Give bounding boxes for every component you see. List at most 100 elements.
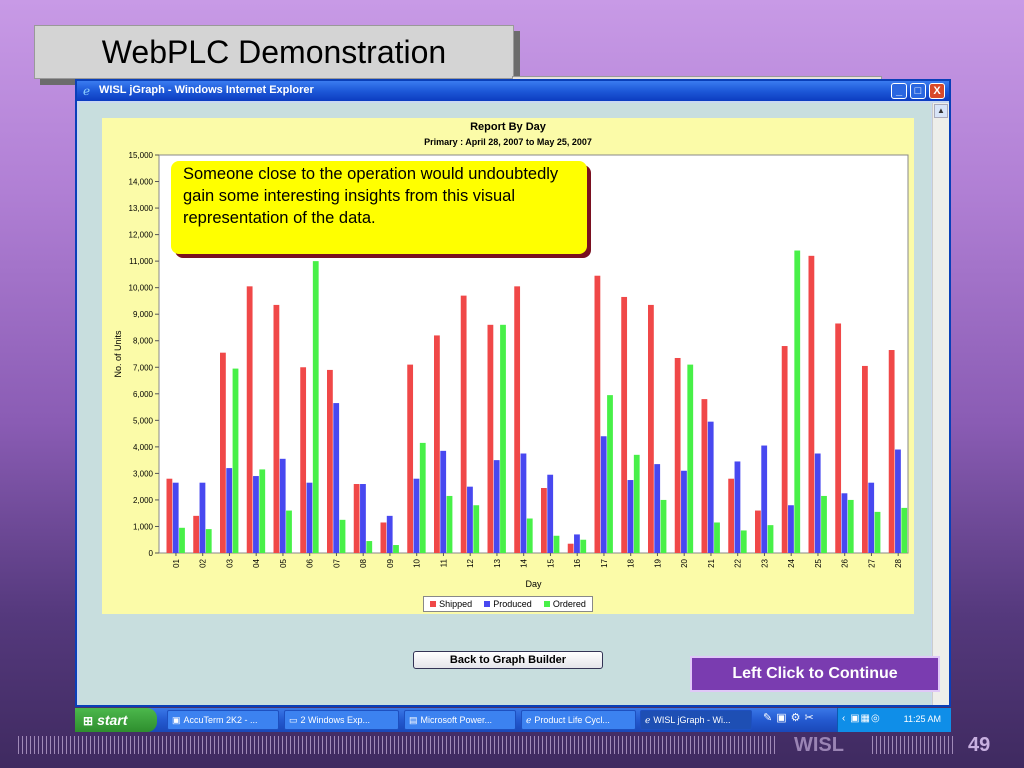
- slide-number: 49: [968, 734, 991, 756]
- legend-swatch: [543, 601, 550, 607]
- tray-icons[interactable]: ‹ ▣▦◎: [842, 713, 881, 724]
- bar-shipped: [701, 399, 708, 553]
- folder-icon: ▭: [289, 715, 298, 725]
- bar-produced: [841, 493, 848, 553]
- x-tick-label: 11: [439, 558, 448, 567]
- x-tick-label: 07: [332, 558, 341, 567]
- x-tick-label: 05: [279, 558, 288, 567]
- bar-ordered: [419, 442, 426, 553]
- x-tick-label: 14: [520, 558, 529, 567]
- bar-produced: [627, 480, 634, 553]
- bar-produced: [172, 482, 179, 553]
- bar-shipped: [193, 515, 200, 553]
- bar-produced: [520, 453, 527, 553]
- footer-decoration: [872, 736, 956, 754]
- x-tick-label: 04: [252, 558, 261, 567]
- minimize-button[interactable]: _: [891, 83, 907, 99]
- bar-ordered: [874, 511, 881, 553]
- x-tick-label: 27: [867, 558, 876, 567]
- bar-produced: [360, 484, 366, 553]
- legend-item-ordered: Ordered: [543, 599, 586, 609]
- bar-produced: [788, 505, 794, 553]
- bar-ordered: [767, 525, 774, 553]
- windows-flag-icon: ⊞: [83, 714, 94, 728]
- bar-ordered: [526, 518, 533, 553]
- bar-shipped: [353, 484, 360, 553]
- bar-ordered: [232, 368, 239, 553]
- y-tick-label: 15,000: [129, 151, 154, 160]
- bar-ordered: [500, 324, 506, 553]
- close-button[interactable]: X: [929, 83, 945, 99]
- bar-shipped: [888, 350, 895, 553]
- taskbar-item-label: WISL jGraph - Wi...: [653, 715, 731, 725]
- x-tick-label: 26: [841, 558, 850, 567]
- bar-produced: [386, 515, 393, 553]
- bar-produced: [600, 436, 607, 553]
- footer-brand: WISL: [794, 734, 844, 756]
- scroll-up-icon[interactable]: ▲: [934, 104, 948, 118]
- bar-ordered: [205, 529, 212, 553]
- legend-label: Shipped: [439, 599, 473, 609]
- bar-shipped: [674, 357, 681, 553]
- taskbar-item[interactable]: ▤ Microsoft Power...: [404, 710, 516, 730]
- bar-ordered: [553, 535, 560, 553]
- x-tick-label: 16: [573, 558, 582, 567]
- taskbar-item[interactable]: ℯ Product Life Cycl...: [521, 710, 636, 730]
- bar-shipped: [648, 304, 654, 553]
- y-tick-label: 14,000: [129, 178, 154, 187]
- taskbar-item-active[interactable]: ℯ WISL jGraph - Wi...: [640, 710, 752, 730]
- back-to-graph-builder-button[interactable]: Back to Graph Builder: [413, 651, 603, 669]
- taskbar-item[interactable]: ▣ AccuTerm 2K2 - ...: [167, 710, 279, 730]
- browser-title: WISL jGraph - Windows Internet Explorer: [99, 84, 314, 96]
- bar-shipped: [220, 352, 226, 553]
- bar-shipped: [460, 295, 467, 553]
- y-tick-label: 10,000: [129, 284, 154, 293]
- clock: 11:25 AM: [903, 714, 941, 724]
- x-tick-label: 03: [225, 558, 234, 567]
- bar-produced: [761, 445, 768, 553]
- bar-produced: [279, 458, 286, 553]
- bar-shipped: [755, 510, 761, 553]
- start-label: start: [97, 712, 128, 728]
- slide-title: WebPLC Demonstration: [34, 25, 514, 79]
- bar-produced: [440, 450, 447, 553]
- taskbar-item-label: 2 Windows Exp...: [300, 715, 371, 725]
- bar-produced: [707, 421, 714, 553]
- powerpoint-icon: ▤: [409, 715, 418, 725]
- y-tick-label: 0: [149, 549, 154, 558]
- start-button[interactable]: ⊞ start: [75, 708, 157, 732]
- bar-ordered: [312, 261, 319, 553]
- vertical-scrollbar[interactable]: ▲: [932, 103, 949, 705]
- x-axis-label: Day: [525, 579, 542, 589]
- callout-note: Someone close to the operation would und…: [171, 161, 587, 254]
- x-tick-label: 01: [172, 558, 181, 567]
- taskbar-item-label: Product Life Cycl...: [534, 715, 610, 725]
- bar-ordered: [633, 454, 640, 553]
- y-tick-label: 4,000: [133, 443, 154, 452]
- x-tick-label: 10: [413, 558, 422, 567]
- bar-produced: [413, 478, 420, 553]
- taskbar-item[interactable]: ▭ 2 Windows Exp...: [284, 710, 399, 730]
- bar-shipped: [808, 255, 815, 553]
- bar-shipped: [728, 478, 735, 553]
- bar-ordered: [580, 539, 587, 553]
- continue-button[interactable]: Left Click to Continue: [690, 656, 940, 692]
- bar-shipped: [594, 275, 601, 553]
- terminal-icon: ▣: [172, 715, 181, 725]
- bar-produced: [547, 474, 554, 553]
- x-tick-label: 24: [787, 558, 796, 567]
- bar-ordered: [714, 522, 720, 553]
- browser-titlebar[interactable]: ℯ WISL jGraph - Windows Internet Explore…: [77, 81, 949, 101]
- bar-shipped: [273, 304, 280, 553]
- x-tick-label: 12: [466, 558, 475, 567]
- bar-ordered: [794, 250, 801, 553]
- bar-shipped: [327, 369, 333, 553]
- x-tick-label: 21: [707, 558, 716, 567]
- bar-ordered: [286, 510, 292, 553]
- bar-shipped: [621, 296, 628, 553]
- quick-launch-icons[interactable]: ✎▣⚙✂: [763, 712, 818, 724]
- maximize-button[interactable]: □: [910, 83, 926, 99]
- bar-shipped: [862, 365, 868, 553]
- bar-produced: [734, 461, 741, 553]
- chart-subtitle: Primary : April 28, 2007 to May 25, 2007: [424, 137, 592, 147]
